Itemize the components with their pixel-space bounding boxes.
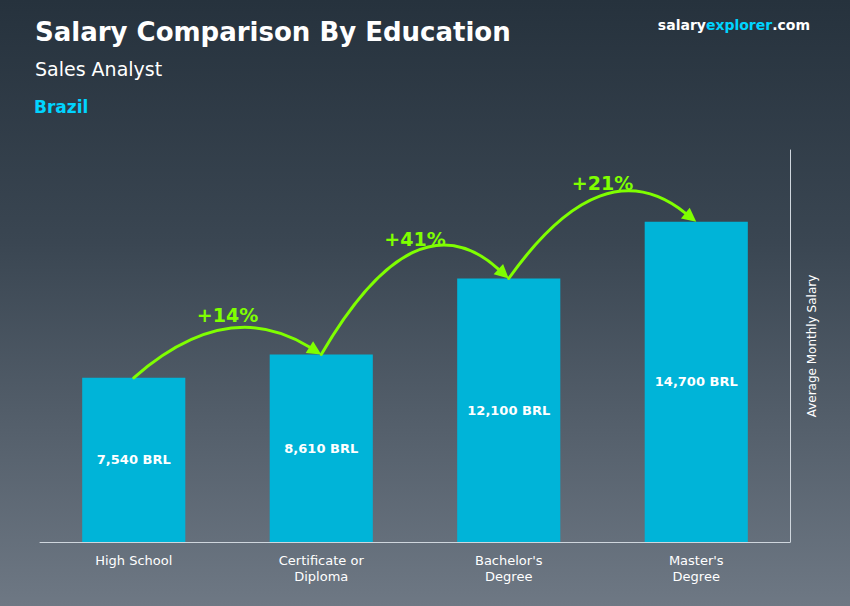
svg-text:Brazil: Brazil <box>34 97 88 117</box>
svg-text:+14%: +14% <box>197 304 258 326</box>
svg-text:Sales Analyst: Sales Analyst <box>35 58 162 80</box>
svg-text:12,100 BRL: 12,100 BRL <box>467 403 550 418</box>
svg-text:Salary Comparison By Education: Salary Comparison By Education <box>35 17 511 47</box>
svg-text:Master's: Master's <box>669 553 724 568</box>
svg-text:8,610 BRL: 8,610 BRL <box>284 441 358 456</box>
svg-text:+21%: +21% <box>572 172 633 194</box>
svg-text:Bachelor's: Bachelor's <box>475 553 543 568</box>
svg-text:salary: salary <box>658 17 706 33</box>
svg-text:Diploma: Diploma <box>294 569 348 584</box>
svg-text:explorer: explorer <box>706 17 772 33</box>
svg-text:Certificate or: Certificate or <box>279 553 365 568</box>
svg-text:+41%: +41% <box>384 228 445 250</box>
svg-text:Average Monthly Salary: Average Monthly Salary <box>805 275 819 418</box>
svg-text:Degree: Degree <box>673 569 720 584</box>
svg-text:14,700 BRL: 14,700 BRL <box>655 374 738 389</box>
svg-text:High School: High School <box>95 553 172 568</box>
svg-text:.com: .com <box>772 17 810 33</box>
svg-text:Degree: Degree <box>485 569 532 584</box>
svg-text:7,540 BRL: 7,540 BRL <box>97 452 171 467</box>
